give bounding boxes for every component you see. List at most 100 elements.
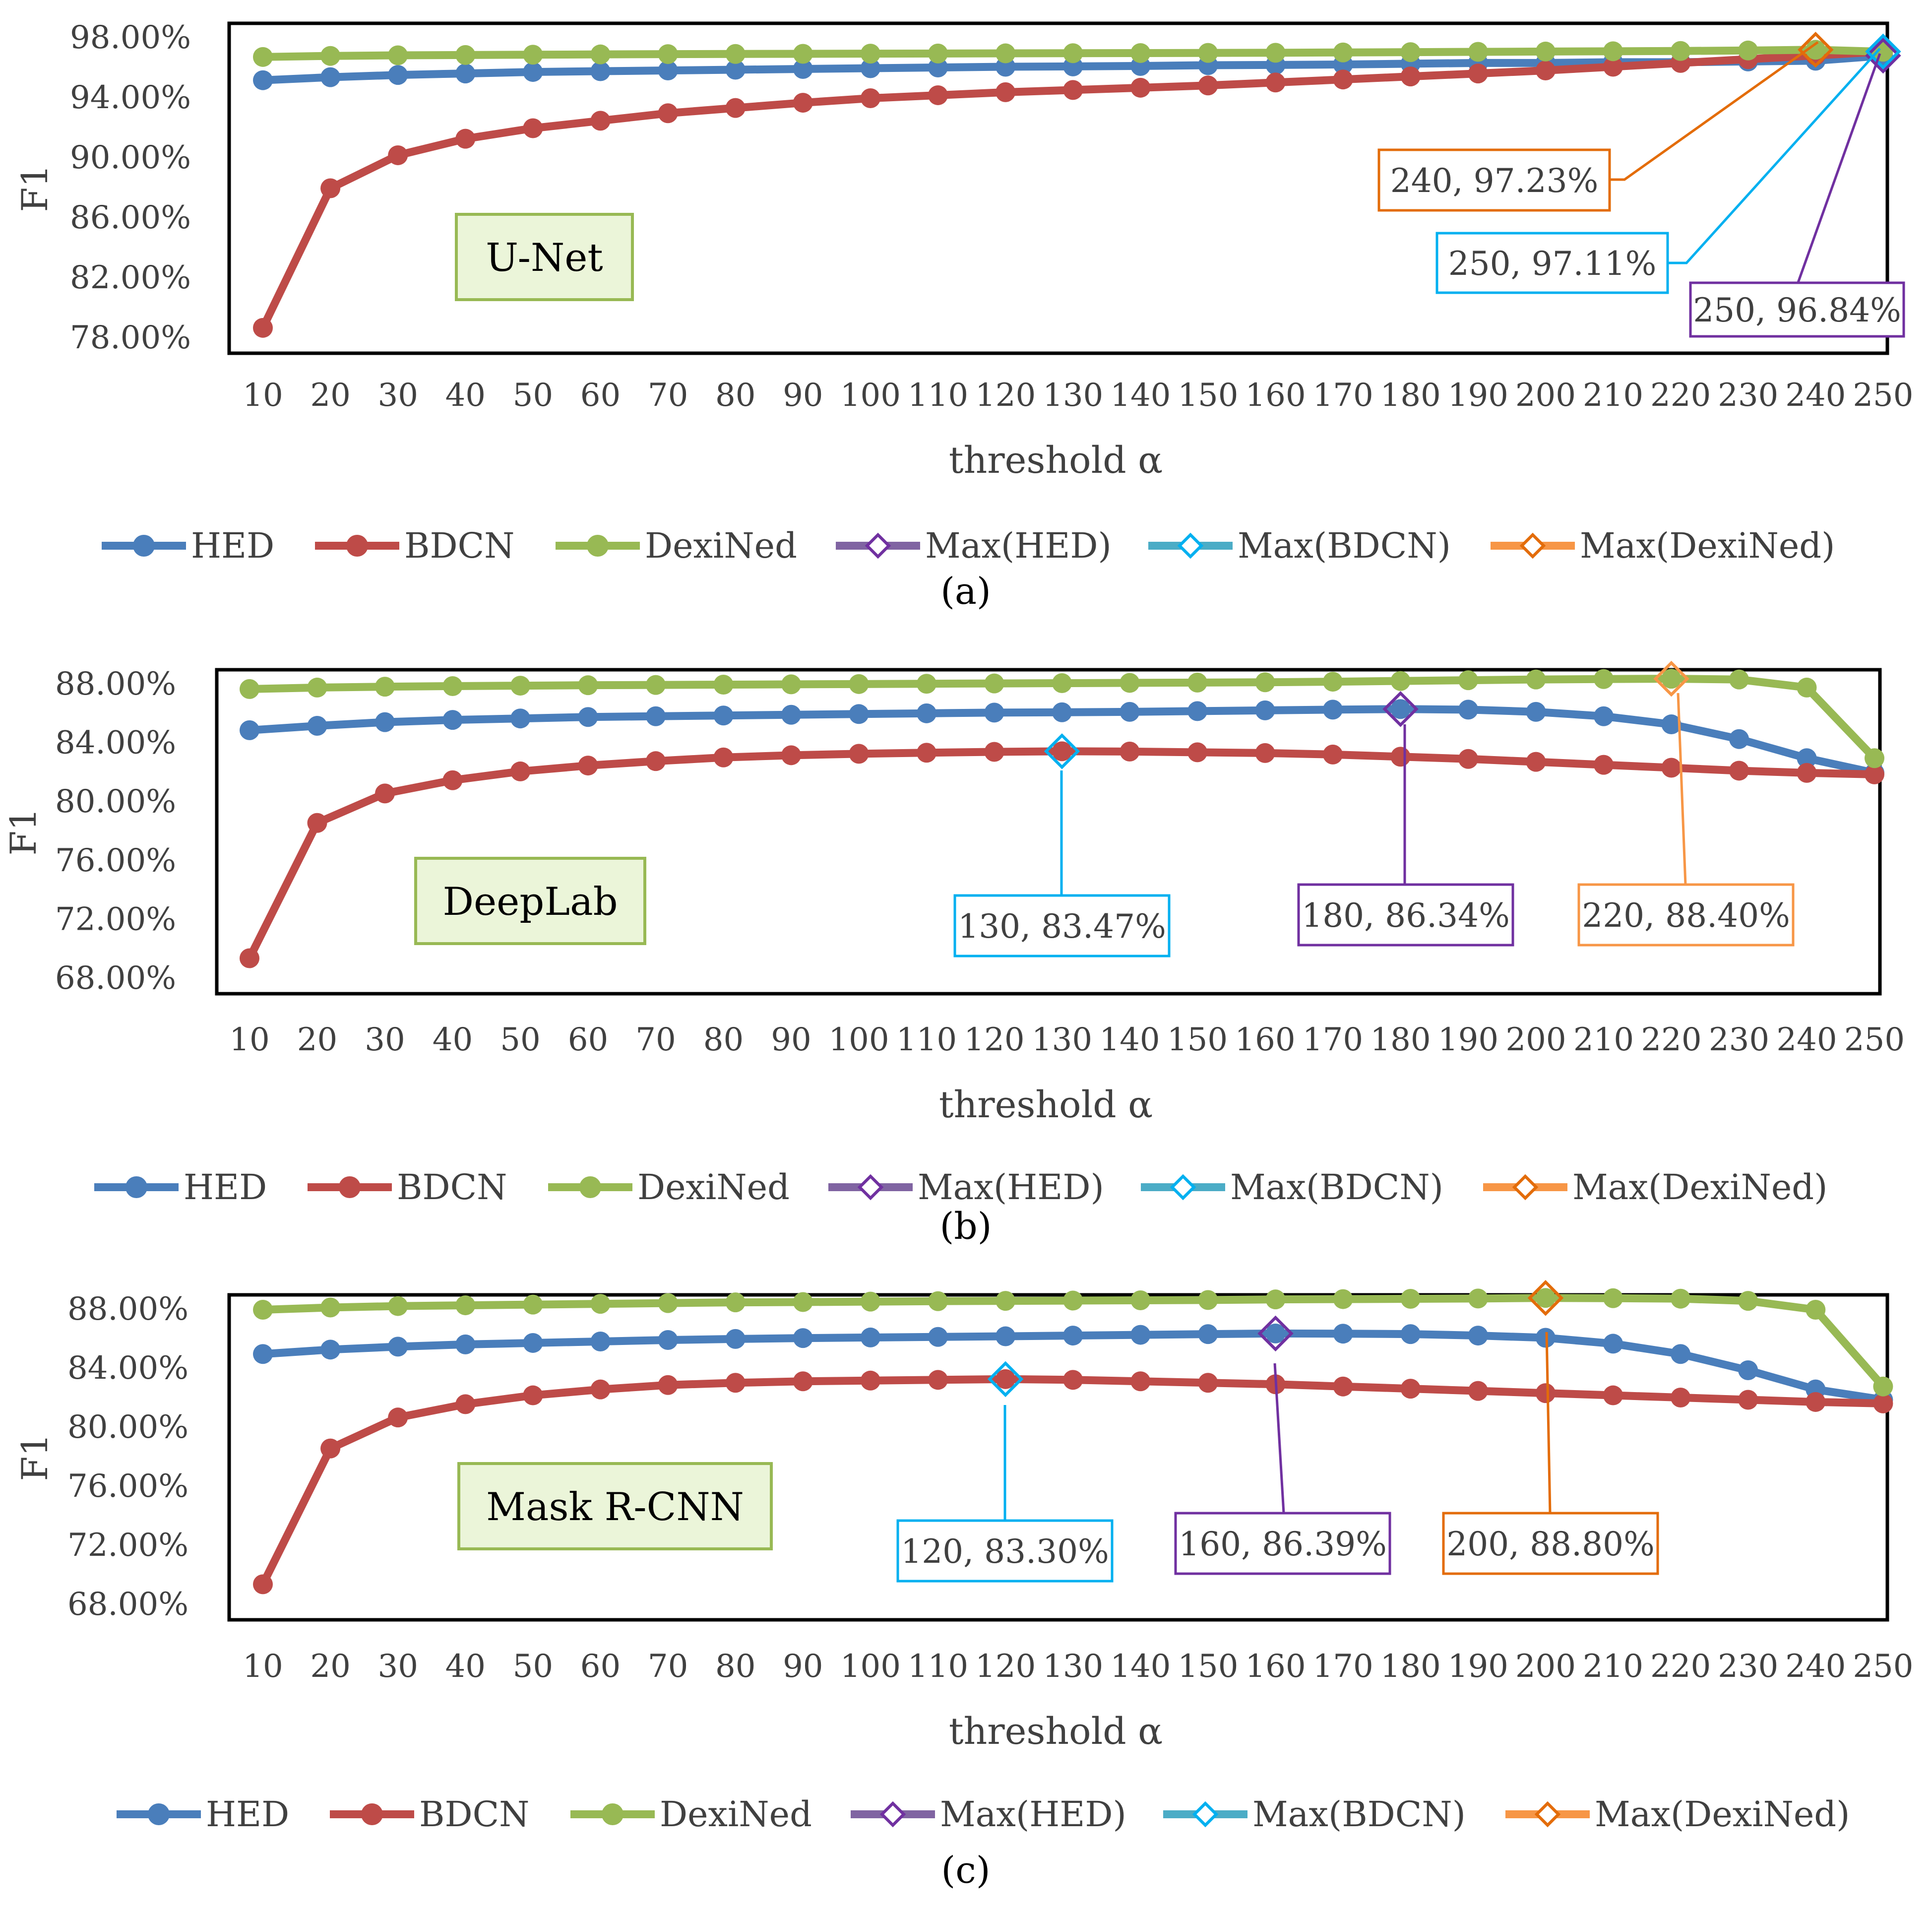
data-point-hed <box>928 57 948 77</box>
x-tick-label: 170 <box>1303 1021 1363 1058</box>
data-point-dexined <box>917 674 936 694</box>
x-tick-label: 90 <box>783 377 823 414</box>
x-tick-label: 190 <box>1448 377 1508 414</box>
legend-label-maxbdcn: Max(BDCN) <box>1238 525 1451 566</box>
data-point-dexined <box>523 45 543 65</box>
data-point-dexined <box>1198 1290 1218 1310</box>
data-point-bdcn <box>984 742 1004 762</box>
data-point-dexined <box>320 1297 341 1318</box>
data-point-hed <box>1671 1344 1691 1364</box>
data-point-dexined <box>1797 677 1817 698</box>
callout-leader <box>1796 53 1881 286</box>
data-point-hed <box>1187 701 1207 721</box>
data-point-bdcn <box>1120 741 1140 762</box>
x-tick-label: 190 <box>1448 1648 1508 1685</box>
data-point-hed <box>442 710 463 730</box>
y-tick-label: 98.00% <box>70 19 191 56</box>
data-point-hed <box>523 62 543 82</box>
callout-leader <box>1545 1332 1552 1514</box>
data-point-bdcn <box>307 813 327 833</box>
data-point-bdcn <box>523 118 543 138</box>
y-tick-label: 90.00% <box>70 139 191 176</box>
y-tick-label: 76.00% <box>67 1468 188 1505</box>
data-point-hed <box>658 1330 678 1350</box>
data-point-dexined <box>307 677 327 698</box>
y-tick-label: 78.00% <box>70 319 191 356</box>
data-point-hed <box>1400 1324 1421 1344</box>
legend-marker <box>579 1176 601 1198</box>
data-point-hed <box>646 706 666 726</box>
data-point-hed <box>1468 1326 1488 1346</box>
callout-box <box>1377 148 1611 212</box>
data-point-hed <box>1390 699 1411 719</box>
data-point-bdcn <box>1255 743 1275 763</box>
data-point-bdcn <box>1738 1390 1758 1410</box>
legend-label-maxdexined: Max(DexiNed) <box>1580 525 1835 566</box>
data-point-dexined <box>1468 42 1488 62</box>
data-point-hed <box>590 1331 611 1351</box>
legend-label-bdcn: BDCN <box>404 525 514 566</box>
x-tick-label: 210 <box>1583 1648 1643 1685</box>
legend-label-bdcn: BDCN <box>397 1167 507 1208</box>
y-axis-label: F1 <box>2 808 44 856</box>
data-point-bdcn <box>917 743 936 763</box>
data-point-hed <box>860 58 880 78</box>
data-point-hed <box>1323 700 1343 720</box>
data-point-dexined <box>1603 41 1623 62</box>
data-point-dexined <box>646 675 666 695</box>
x-tick-label: 170 <box>1313 1648 1373 1685</box>
data-point-hed <box>1198 1324 1218 1344</box>
data-point-hed <box>1333 1324 1353 1344</box>
y-tick-label: 72.00% <box>67 1527 188 1564</box>
data-point-hed <box>713 705 734 726</box>
data-point-hed <box>307 716 327 736</box>
x-tick-label: 30 <box>365 1021 405 1058</box>
legend-marker <box>857 1174 884 1201</box>
data-point-dexined <box>713 675 734 695</box>
data-point-hed <box>590 61 611 81</box>
data-point-dexined <box>375 677 395 697</box>
callout-leader <box>1273 1363 1285 1514</box>
data-point-hed <box>455 1334 476 1354</box>
data-point-hed <box>1729 729 1749 749</box>
legend-marker <box>339 1176 361 1198</box>
data-point-hed <box>860 1327 880 1347</box>
data-point-dexined <box>1265 1289 1286 1310</box>
callout-box <box>1297 883 1514 947</box>
x-tick-label: 240 <box>1776 1021 1837 1058</box>
data-point-hed <box>996 1326 1016 1346</box>
data-point-bdcn <box>1535 1383 1556 1404</box>
callout-leader <box>1668 48 1881 264</box>
callout-label: 180, 86.34% <box>1302 896 1510 935</box>
x-tick-label: 60 <box>580 377 621 414</box>
legend-marker <box>148 1803 170 1825</box>
data-point-dexined <box>455 1295 476 1316</box>
data-point-dexined <box>996 1291 1016 1311</box>
data-point-bdcn <box>1468 1381 1488 1401</box>
data-point-bdcn <box>320 178 341 198</box>
x-tick-label: 70 <box>648 1648 688 1685</box>
data-point-dexined <box>1390 671 1411 691</box>
x-tick-label: 230 <box>1718 1648 1778 1685</box>
data-point-dexined <box>793 44 813 64</box>
legend-marker <box>1519 532 1546 559</box>
x-tick-label: 160 <box>1245 1648 1306 1685</box>
data-point-bdcn <box>793 93 813 113</box>
x-tick-label: 220 <box>1650 377 1711 414</box>
data-point-bdcn <box>1333 69 1353 90</box>
legend-marker <box>361 1803 383 1825</box>
legend-label-dexined: DexiNed <box>660 1794 812 1835</box>
legend-label-dexined: DexiNed <box>645 525 797 566</box>
x-tick-label: 150 <box>1167 1021 1228 1058</box>
x-tick-label: 210 <box>1573 1021 1634 1058</box>
y-tick-label: 80.00% <box>55 783 176 820</box>
data-point-bdcn <box>1873 1393 1893 1413</box>
data-point-dexined <box>1594 669 1614 689</box>
x-tick-label: 70 <box>635 1021 676 1058</box>
data-point-hed <box>1120 702 1140 722</box>
data-point-bdcn <box>793 1371 813 1392</box>
data-point-bdcn <box>646 751 666 771</box>
data-point-bdcn <box>1468 64 1488 84</box>
data-point-bdcn <box>320 1438 341 1459</box>
data-point-dexined <box>1671 41 1691 61</box>
